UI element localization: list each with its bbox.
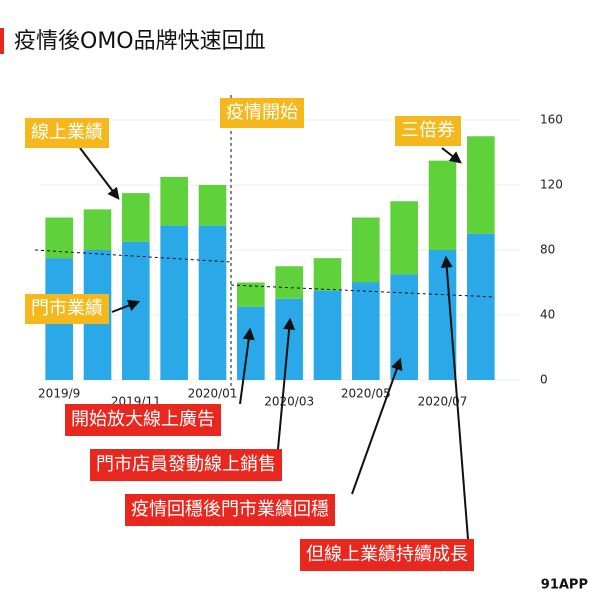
label-box	[220, 98, 304, 128]
plot: 040801201602019/92019/112020/012020/0320…	[38, 113, 563, 409]
label-box	[25, 118, 109, 148]
chart-title: 疫情後OMO品牌快速回血	[14, 29, 266, 54]
annotation: 開始放大線上廣告	[71, 409, 215, 430]
x-tick-label: 2020/01	[188, 387, 238, 401]
bar-segment	[198, 185, 227, 226]
bar-segment	[160, 225, 188, 380]
x-tick-label: 2020/07	[418, 395, 468, 409]
x-tick-label: 2020/05	[341, 387, 391, 401]
bar-segment	[122, 241, 150, 380]
source: 91APP	[541, 578, 588, 593]
arrow	[111, 299, 141, 313]
bar-segment	[275, 266, 303, 299]
annotation: 三倍券	[401, 120, 455, 141]
bar-segment	[237, 306, 265, 380]
bar-segment	[45, 217, 73, 259]
label-box	[25, 294, 109, 324]
bar-segment	[160, 176, 188, 226]
bar-segment	[237, 282, 265, 307]
store-level-before	[34, 249, 232, 263]
x-tick-label: 2020/03	[264, 395, 314, 409]
legend-entry: 線上業績	[31, 122, 103, 143]
bar-segment	[352, 282, 380, 380]
annotation: 疫情回穩後門市業績回穩	[131, 499, 329, 520]
annotations: 線上業績 門市業績 疫情開始 三倍券 開始放大線上廣告 門市店員發動線上銷售 疫…	[25, 98, 474, 571]
arrow	[239, 327, 255, 405]
bar-segment	[198, 225, 227, 380]
bar-segment	[428, 250, 457, 380]
bar-segment	[313, 258, 342, 291]
y-tick-label: 40	[540, 308, 555, 322]
y-tick-label: 160	[540, 113, 563, 127]
legend-entry: 門市業績	[31, 298, 103, 319]
arrow	[440, 255, 469, 540]
label-box	[300, 539, 474, 571]
annotation: 門市店員發動線上銷售	[96, 454, 276, 475]
bar-segment	[467, 136, 495, 234]
arrow	[351, 357, 403, 495]
bar-segment	[83, 209, 112, 250]
bar-segment	[352, 217, 380, 283]
title-accent	[0, 28, 4, 54]
bar-segment	[390, 201, 418, 275]
y-tick-label: 0	[540, 373, 548, 387]
bar-segment	[122, 193, 150, 242]
arrow	[441, 147, 462, 164]
annotation: 但線上業績持續成長	[306, 544, 468, 565]
annotation: 疫情開始	[226, 102, 298, 123]
arrow	[79, 147, 120, 200]
label-box	[65, 404, 221, 436]
bar-segment	[428, 160, 457, 250]
x-tick-label: 2019/9	[38, 387, 80, 401]
label-box	[90, 449, 282, 481]
arrow	[277, 317, 296, 450]
bar-segment	[467, 233, 495, 380]
y-tick-label: 80	[540, 243, 555, 257]
store-level-after	[230, 284, 496, 298]
label-box	[395, 116, 461, 146]
bar-segment	[390, 274, 418, 380]
bar-segment	[313, 290, 342, 380]
label-box	[125, 494, 335, 526]
y-tick-label: 120	[540, 178, 563, 192]
